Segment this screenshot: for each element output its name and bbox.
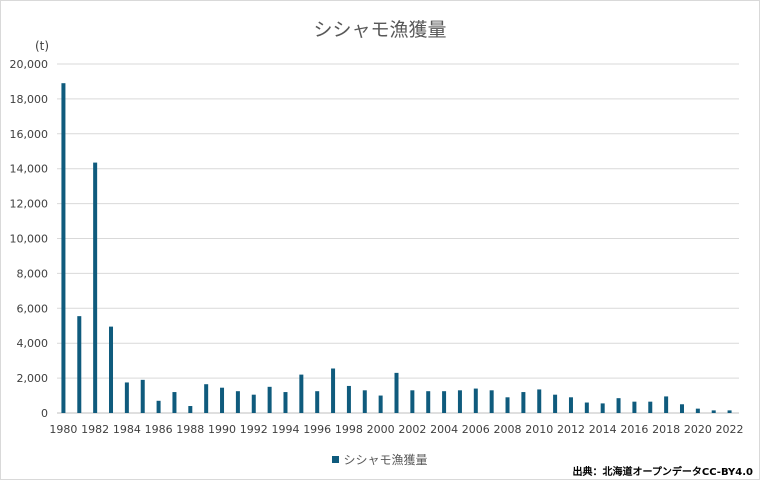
x-tick-label: 2004 — [430, 423, 458, 436]
bar-2012 — [568, 397, 573, 413]
bar-2017 — [648, 401, 653, 413]
y-tick-label: 20,000 — [10, 58, 49, 71]
bar-series — [61, 83, 732, 413]
bar-2016 — [632, 401, 637, 413]
bar-1998 — [346, 385, 351, 413]
source-note: 出典：北海道オープンデータCC-BY4.0 — [572, 467, 754, 478]
y-tick-label: 14,000 — [10, 163, 49, 176]
x-tick-label: 2010 — [525, 423, 553, 436]
x-tick-label: 1990 — [208, 423, 236, 436]
x-tick-label: 2002 — [398, 423, 426, 436]
bar-1985 — [140, 379, 145, 413]
x-tick-label: 2006 — [462, 423, 490, 436]
y-tick-label: 6,000 — [17, 302, 49, 315]
y-tick-label: 8,000 — [17, 267, 49, 280]
bar-2001 — [394, 372, 399, 413]
bar-2004 — [442, 391, 447, 413]
x-tick-label: 2016 — [620, 423, 648, 436]
legend-swatch — [332, 456, 340, 463]
bar-1987 — [172, 392, 177, 413]
legend: シシャモ漁獲量 — [1, 451, 759, 468]
bar-2019 — [679, 404, 684, 413]
bar-1981 — [77, 316, 82, 413]
bar-1989 — [204, 384, 209, 413]
y-tick-label: 10,000 — [10, 233, 49, 246]
bar-2008 — [505, 397, 510, 413]
x-axis-ticks: 1980 1982 1984 1986 1988 1990 1992 1994 1996 1998… — [49, 423, 743, 436]
x-tick-label: 2022 — [716, 423, 744, 436]
gridlines — [57, 63, 739, 414]
bar-1999 — [362, 390, 367, 413]
bar-1993 — [267, 386, 272, 413]
bar-2021 — [711, 410, 716, 413]
bar-1986 — [156, 400, 161, 413]
y-tick-label: 4,000 — [17, 337, 49, 350]
bar-1982 — [93, 162, 98, 413]
x-tick-label: 1982 — [81, 423, 109, 436]
bar-2013 — [584, 402, 589, 413]
legend-label: シシャモ漁獲量 — [343, 453, 428, 467]
bar-1983 — [109, 326, 114, 413]
bar-1992 — [251, 394, 256, 413]
x-tick-label: 1984 — [113, 423, 141, 436]
bar-2006 — [473, 388, 478, 413]
bar-1996 — [315, 391, 320, 413]
y-axis-ticks: 0 2,000 4,000 6,000 8,000 10,000 12,000 14,000 1… — [10, 58, 49, 420]
y-tick-label: 16,000 — [10, 128, 49, 141]
x-tick-label: 1994 — [271, 423, 299, 436]
bar-1988 — [188, 406, 193, 413]
x-tick-label: 1986 — [145, 423, 173, 436]
x-tick-label: 2000 — [367, 423, 395, 436]
x-tick-label: 2012 — [557, 423, 585, 436]
y-tick-label: 2,000 — [17, 372, 49, 385]
bar-2014 — [600, 403, 605, 413]
bar-2003 — [426, 391, 431, 413]
bar-2015 — [616, 398, 621, 413]
bar-2002 — [410, 390, 415, 413]
x-tick-label: 1980 — [49, 423, 77, 436]
bar-2022 — [727, 410, 732, 413]
x-tick-label: 1992 — [240, 423, 268, 436]
bar-1991 — [235, 391, 240, 413]
bar-1997 — [331, 368, 336, 413]
y-tick-label: 0 — [41, 407, 48, 420]
y-tick-label: 12,000 — [10, 198, 49, 211]
bar-1994 — [283, 392, 288, 413]
x-tick-label: 2020 — [684, 423, 712, 436]
x-tick-label: 2008 — [494, 423, 522, 436]
bar-2010 — [537, 389, 542, 413]
x-tick-label: 1996 — [303, 423, 331, 436]
bar-2020 — [695, 408, 700, 413]
y-tick-label: 18,000 — [10, 93, 49, 106]
bar-2005 — [457, 390, 462, 413]
bar-2007 — [489, 390, 494, 413]
x-tick-label: 2014 — [589, 423, 617, 436]
bar-1980 — [61, 83, 66, 413]
bar-2011 — [553, 394, 558, 413]
x-tick-label: 1988 — [176, 423, 204, 436]
bar-1995 — [299, 374, 304, 413]
x-tick-label: 2018 — [652, 423, 680, 436]
bar-2018 — [664, 396, 669, 413]
x-tick-label: 1998 — [335, 423, 363, 436]
bar-1984 — [124, 382, 129, 413]
y-axis-unit-label: (t) — [35, 39, 50, 53]
bar-2000 — [378, 395, 383, 413]
chart-title: シシャモ漁獲量 — [313, 19, 447, 41]
bar-2009 — [521, 392, 526, 413]
bar-1990 — [220, 387, 225, 413]
